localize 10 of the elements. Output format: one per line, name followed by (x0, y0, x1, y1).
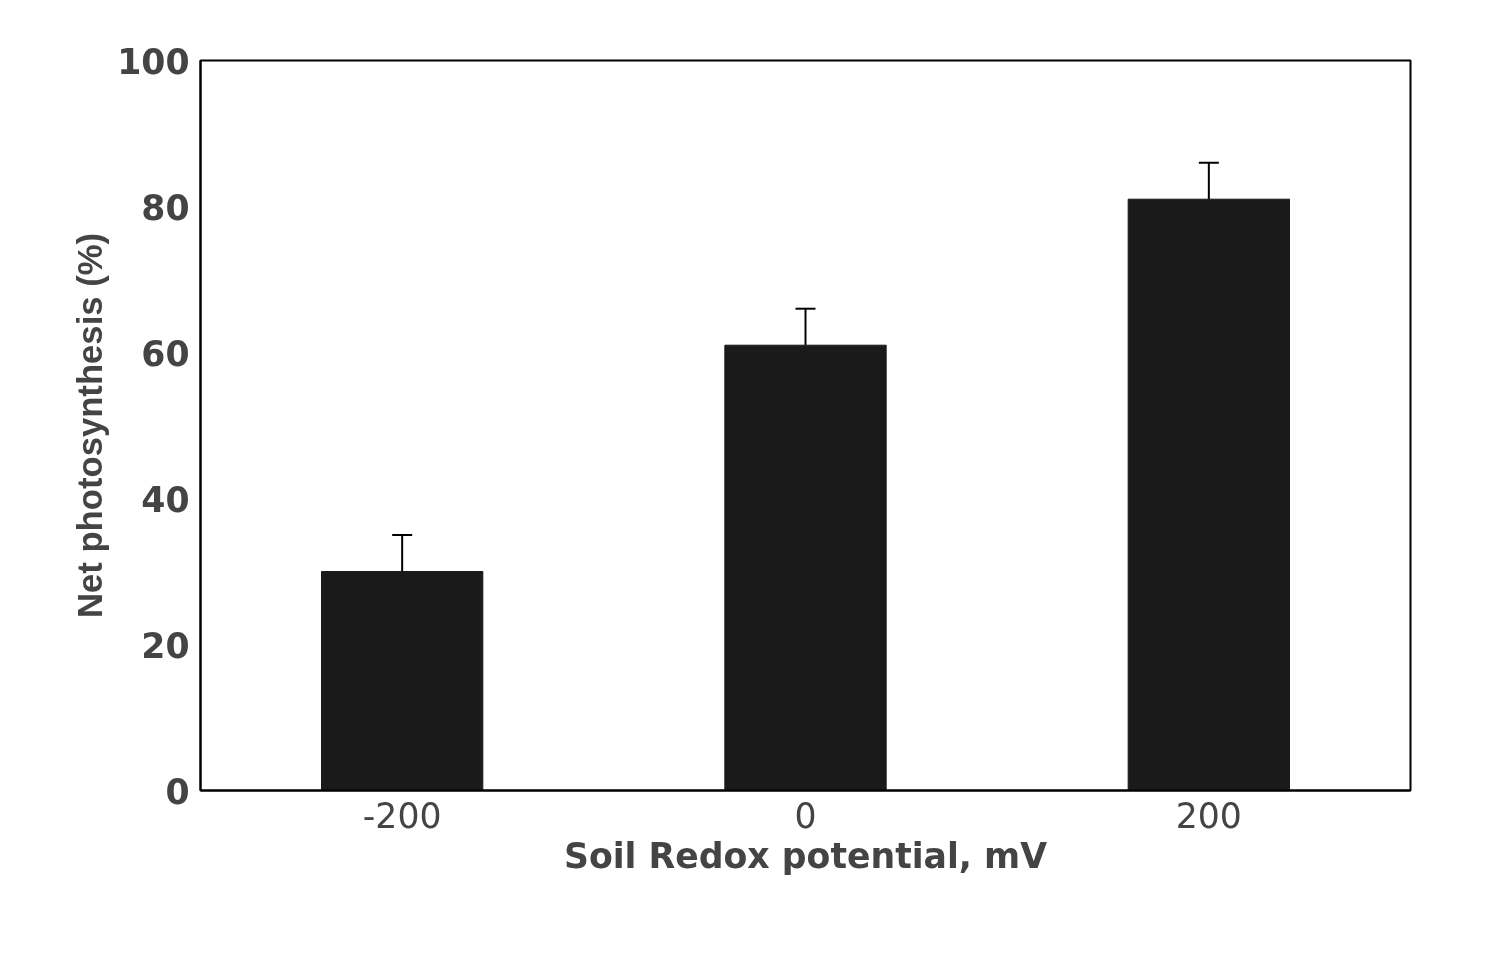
y-axis-title: Net photosynthesis (%) (71, 232, 110, 619)
x-tick-label: -200 (362, 795, 442, 836)
x-axis-title: Soil Redox potential, mV (563, 835, 1048, 876)
y-tick-label: 100 (117, 41, 190, 82)
y-tick-label: 80 (141, 187, 190, 228)
y-tick-label: 20 (141, 625, 190, 666)
y-tick-label: 60 (141, 333, 190, 374)
x-tick-label: 200 (1175, 795, 1242, 836)
y-tick-label: 40 (141, 479, 190, 520)
x-tick-label: 0 (794, 795, 817, 836)
